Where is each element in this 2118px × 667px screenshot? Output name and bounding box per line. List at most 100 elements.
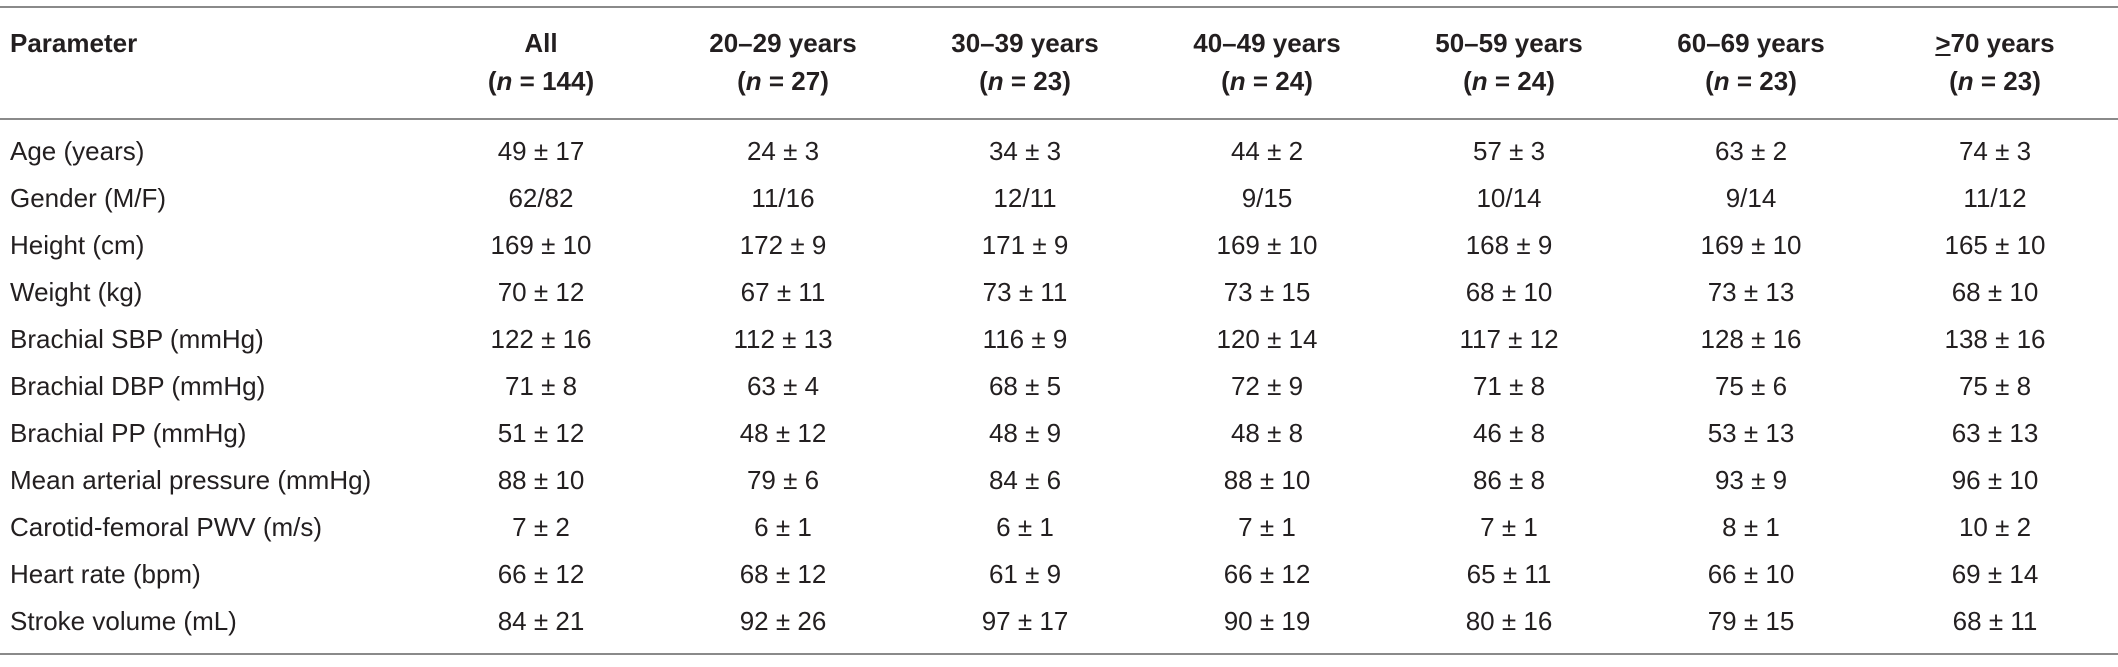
value-cell: 96 ± 10 [1951, 465, 2039, 495]
column-header-sample-size: (n = 23) [1630, 62, 1872, 100]
table-row: Weight (kg) 70 ± 12 67 ± 11 73 ± 11 73 ± 15 6… [0, 269, 2118, 316]
value-cell: 128 ± 16 [1700, 324, 1802, 354]
value-cell: 172 ± 9 [739, 230, 827, 260]
value-cell: 9/15 [1241, 183, 1293, 213]
value-cell: 63 ± 13 [1951, 418, 2039, 448]
column-header-group: >70 years (n = 23) [1872, 6, 2118, 120]
sample-size-open-paren: ( [1705, 66, 1714, 96]
value-cell: 66 ± 12 [497, 559, 585, 589]
value-cell: 10 ± 2 [1958, 512, 2032, 542]
value-cell: 7 ± 1 [1480, 512, 1538, 542]
value-cell: 68 ± 5 [988, 371, 1062, 401]
sample-size-open-paren: ( [487, 66, 497, 96]
table-row: Stroke volume (mL) 84 ± 21 92 ± 26 97 ± 17 9… [0, 598, 2118, 655]
value-cell: 75 ± 6 [1714, 371, 1788, 401]
value-cell: 93 ± 9 [1714, 465, 1788, 495]
value-cell: 112 ± 13 [733, 324, 833, 354]
value-cell: 8 ± 1 [1722, 512, 1780, 542]
value-cell: 46 ± 8 [1472, 418, 1546, 448]
column-header-group: All (n = 144) [420, 6, 662, 120]
column-header-group: 40–49 years (n = 24) [1146, 6, 1388, 120]
column-header-sample-size: (n = 144) [420, 62, 662, 100]
column-header-group: 20–29 years (n = 27) [662, 6, 904, 120]
value-cell: 61 ± 9 [988, 559, 1062, 589]
sample-size-variable: n [496, 66, 513, 96]
sample-size-open-paren: ( [737, 66, 746, 96]
value-cell: 44 ± 2 [1230, 136, 1304, 166]
value-cell: 92 ± 26 [662, 598, 904, 655]
value-cell: 65 ± 11 [1466, 559, 1552, 589]
value-cell: 63 ± 4 [746, 371, 820, 401]
sample-size-open-paren: ( [1221, 66, 1230, 96]
parameter-cell: Carotid-femoral PWV (m/s) [10, 512, 323, 542]
parameter-cell: Brachial DBP (mmHg) [10, 371, 266, 401]
column-header-label-text: 30–39 years [951, 28, 1099, 58]
value-cell: 80 ± 16 [1388, 598, 1630, 655]
value-cell: 97 ± 17 [904, 598, 1146, 655]
column-header-sample-size: (n = 27) [662, 62, 904, 100]
value-cell: 72 ± 9 [1230, 371, 1304, 401]
value-cell: 11/12 [1963, 183, 2027, 213]
parameter-cell: Weight (kg) [10, 277, 143, 307]
value-cell: 49 ± 17 [497, 136, 585, 166]
column-header-group: 30–39 years (n = 23) [904, 6, 1146, 120]
value-cell: 12/11 [993, 183, 1057, 213]
value-cell: 63 ± 2 [1714, 136, 1788, 166]
sample-size-value: = 23) [1729, 66, 1797, 96]
sample-size-value: = 144) [512, 66, 595, 96]
value-cell: 68 ± 11 [1872, 598, 2118, 655]
value-cell: 169 ± 10 [490, 230, 592, 260]
sample-size-value: = 23) [1003, 66, 1071, 96]
value-cell: 116 ± 9 [982, 324, 1068, 354]
table-row: Brachial PP (mmHg) 51 ± 12 48 ± 12 48 ± 9 48… [0, 410, 2118, 457]
value-cell: 88 ± 10 [1223, 465, 1311, 495]
table-row: Mean arterial pressure (mmHg) 88 ± 10 79 ±… [0, 457, 2118, 504]
value-cell: 57 ± 3 [1472, 136, 1546, 166]
value-cell: 120 ± 14 [1216, 324, 1318, 354]
parameter-cell: Brachial PP (mmHg) [10, 418, 247, 448]
column-header-label-text: 40–49 years [1193, 28, 1341, 58]
column-header-label: 30–39 years [904, 24, 1146, 62]
column-header-group: 50–59 years (n = 24) [1388, 6, 1630, 120]
value-cell: 171 ± 9 [981, 230, 1069, 260]
table-row: Age (years) 49 ± 17 24 ± 3 34 ± 3 44 ± 2 57 ±… [0, 119, 2118, 175]
value-cell: 34 ± 3 [988, 136, 1062, 166]
parameter-cell: Mean arterial pressure (mmHg) [10, 465, 372, 495]
sample-size-value: = 27) [761, 66, 829, 96]
value-cell: 67 ± 11 [740, 277, 826, 307]
sample-size-value: = 24) [1487, 66, 1555, 96]
value-cell: 86 ± 8 [1472, 465, 1546, 495]
value-cell: 165 ± 10 [1944, 230, 2046, 260]
header-row: Parameter All (n = 144) 20–29 years (n = 27… [0, 6, 2118, 120]
parameter-cell: Age (years) [10, 136, 145, 166]
value-cell: 168 ± 9 [1465, 230, 1553, 260]
column-header-group: 60–69 years (n = 23) [1630, 6, 1872, 120]
table-row: Gender (M/F) 62/82 11/16 12/11 9/15 10/14 9/14… [0, 175, 2118, 222]
sample-size-variable: n [987, 66, 1004, 96]
data-table-container: Parameter All (n = 144) 20–29 years (n = 27… [0, 6, 2118, 655]
column-header-label: >70 years [1872, 24, 2118, 62]
sample-size-open-paren: ( [1949, 66, 1958, 96]
parameter-cell: Brachial SBP (mmHg) [10, 324, 264, 354]
table-row: Brachial DBP (mmHg) 71 ± 8 63 ± 4 68 ± 5 72 … [0, 363, 2118, 410]
sample-size-value: = 24) [1245, 66, 1313, 96]
sample-size-variable: n [745, 66, 762, 96]
table-row: Heart rate (bpm) 66 ± 12 68 ± 12 61 ± 9 66 ±… [0, 551, 2118, 598]
value-cell: 10/14 [1476, 183, 1542, 213]
value-cell: 6 ± 1 [996, 512, 1054, 542]
value-cell: 68 ± 10 [1465, 277, 1553, 307]
column-header-label-text: 60–69 years [1677, 28, 1825, 58]
column-header-sample-size: (n = 23) [904, 62, 1146, 100]
value-cell: 84 ± 6 [988, 465, 1062, 495]
value-cell: 122 ± 16 [490, 324, 592, 354]
column-header-label-text: All [524, 28, 558, 58]
value-cell: 138 ± 16 [1944, 324, 2046, 354]
value-cell: 48 ± 12 [739, 418, 827, 448]
parameter-cell: Stroke volume (mL) [0, 598, 420, 655]
value-cell: 169 ± 10 [1700, 230, 1802, 260]
value-cell: 71 ± 8 [1472, 371, 1546, 401]
value-cell: 68 ± 12 [739, 559, 827, 589]
value-cell: 71 ± 8 [504, 371, 578, 401]
column-header-sample-size: (n = 24) [1388, 62, 1630, 100]
sample-size-open-paren: ( [979, 66, 988, 96]
